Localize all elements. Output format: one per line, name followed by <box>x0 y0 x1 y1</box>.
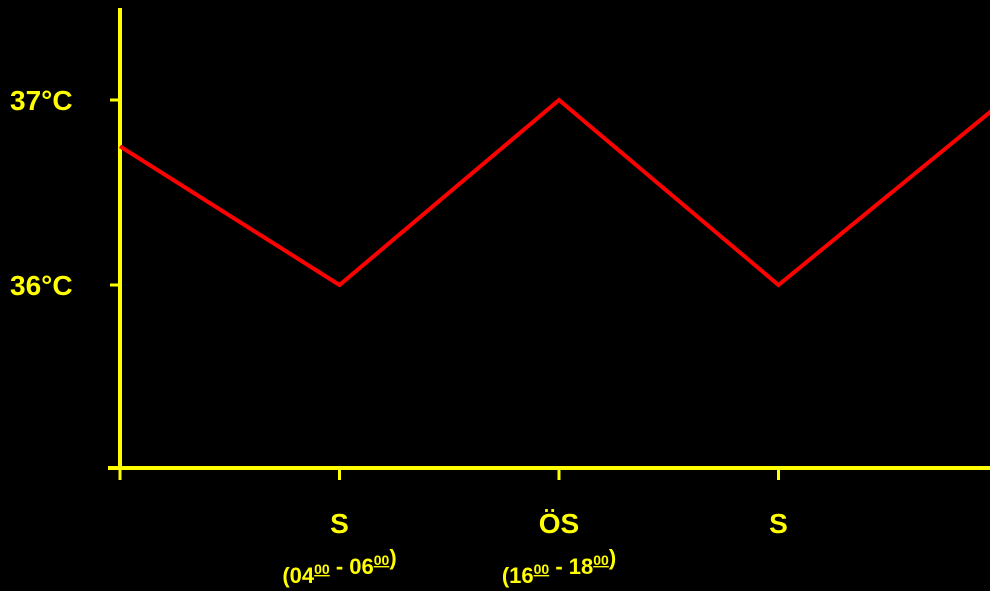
time-text: - 18 <box>549 554 593 579</box>
time-text: ) <box>389 545 396 570</box>
time-minutes: 00 <box>314 561 330 577</box>
y-tick-label: 37°C <box>10 85 73 116</box>
series-layer <box>118 97 990 288</box>
axes <box>108 8 990 470</box>
x-tick-label: S <box>769 508 788 539</box>
time-minutes: 00 <box>374 552 390 568</box>
time-range-labels: (0400 - 0600)(1600 - 1800) <box>282 545 616 588</box>
time-minutes: 00 <box>534 561 550 577</box>
time-minutes: 00 <box>593 552 609 568</box>
y-ticks: 36°C 37°C <box>10 85 120 301</box>
time-text: (04 <box>282 563 315 588</box>
y-tick-label: 36°C <box>10 270 73 301</box>
temperature-line <box>118 97 990 288</box>
x-tick-label: ÖS <box>539 508 579 539</box>
x-tick-labels: S ÖS S <box>330 508 788 539</box>
time-range-label: (0400 - 0600) <box>282 545 396 588</box>
time-range-label: (1600 - 1800) <box>502 545 616 588</box>
time-text: - 06 <box>330 554 374 579</box>
time-text: ) <box>609 545 616 570</box>
x-ticks <box>118 468 780 480</box>
x-tick-label: S <box>330 508 349 539</box>
time-text: (16 <box>502 563 534 588</box>
